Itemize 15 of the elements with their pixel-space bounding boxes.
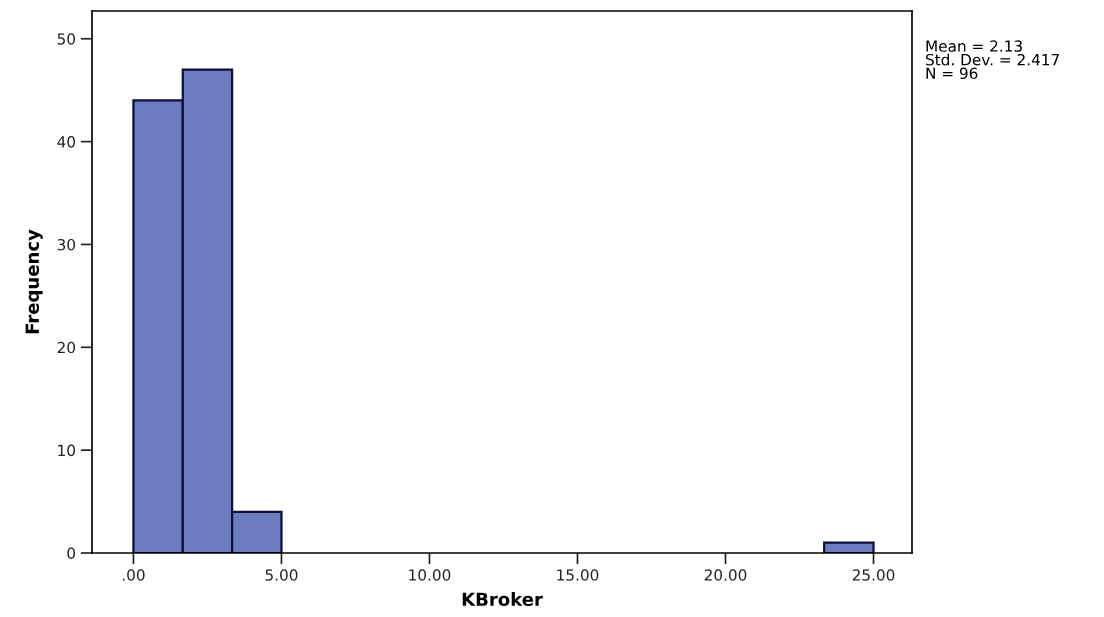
y-tick-label: 40: [57, 136, 76, 148]
y-tick-label: 20: [57, 341, 76, 354]
x-tick-label: 5.00: [265, 569, 298, 581]
x-tick-label: .00: [122, 569, 145, 581]
x-tick-label: 10.00: [409, 569, 451, 581]
y-tick-label: 30: [57, 238, 76, 251]
y-tick-label: 0: [67, 547, 76, 560]
text: Mean = 2.13 Std. Dev. = 2.417 N = 96: [926, 40, 1059, 80]
x-tick-label: 25.00: [852, 569, 895, 581]
y-tick-label: 10: [58, 444, 76, 457]
x-tick-label: 20.00: [704, 569, 747, 581]
y-axis-title: Frequency: [25, 229, 43, 334]
x-tick-label: 15.00: [557, 569, 599, 581]
y-tick-label: 50: [57, 33, 76, 45]
x-axis-title: KBroker: [462, 592, 543, 607]
